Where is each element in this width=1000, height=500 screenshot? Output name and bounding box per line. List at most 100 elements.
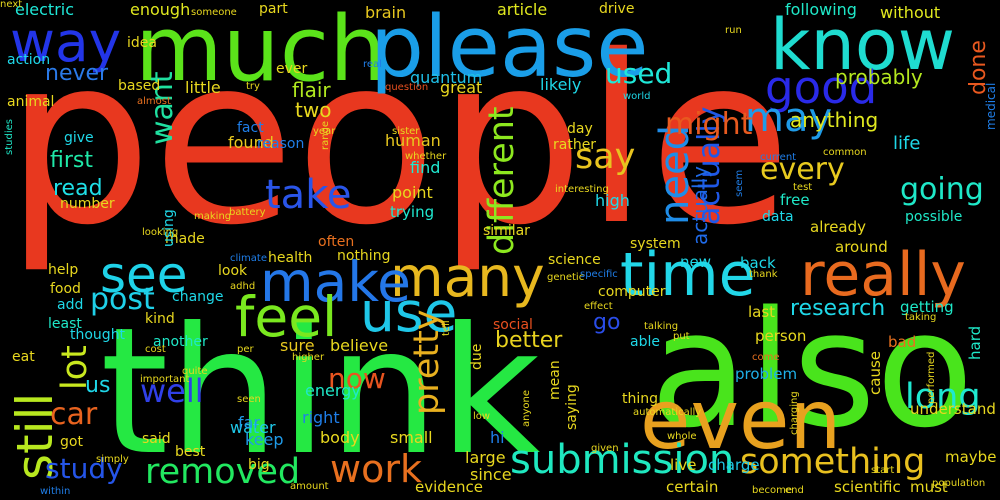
word-social: social (493, 317, 533, 333)
word-brain: brain (365, 3, 407, 22)
word-find: find (410, 158, 441, 177)
word-evidence: evidence (415, 478, 484, 496)
word-thought: thought (70, 327, 126, 343)
word-health: health (268, 250, 313, 266)
word-cost: cost (145, 344, 166, 355)
word-feel: feel (235, 285, 338, 349)
word-saying: saying (564, 384, 580, 430)
word-since: since (470, 465, 512, 484)
word-performed: performed (926, 351, 937, 404)
word-day: day (567, 121, 593, 137)
word-real: real (363, 59, 382, 70)
word-see: see (100, 246, 188, 304)
word-reason: reason (257, 136, 305, 152)
word-mean: mean (547, 360, 563, 400)
word-action: action (7, 52, 51, 68)
word-around: around (835, 238, 888, 256)
word-seem: seem (734, 169, 745, 197)
word-bad: bad (888, 333, 917, 351)
word-made: made (165, 231, 205, 247)
word-problem: problem (735, 365, 798, 383)
word-say: say (575, 137, 636, 177)
word-charge: charge (708, 456, 760, 474)
word-hard: hard (966, 325, 984, 360)
word-last: last (748, 303, 776, 321)
word-possible: possible (905, 209, 963, 225)
word-automatically: automatically (633, 407, 702, 418)
word-similar: similar (483, 223, 530, 239)
word-right: right (302, 408, 340, 427)
word-per: per (237, 344, 254, 355)
word-often: often (318, 234, 355, 250)
word-give: give (64, 130, 94, 146)
word-getting: getting (900, 298, 954, 316)
word-new: new (680, 253, 712, 271)
word-anyone: anyone (521, 390, 532, 427)
word-enough: enough (130, 0, 191, 19)
word-common: common (823, 147, 867, 158)
word-car: car (50, 397, 98, 432)
word-genetic: genetic (547, 272, 585, 283)
word-make: make (260, 250, 412, 314)
word-year: year (313, 126, 336, 137)
word-quite: quite (182, 366, 208, 377)
word-battery: battery (229, 207, 266, 218)
word-energy: energy (305, 381, 361, 400)
word-used: used (605, 57, 673, 90)
word-every: every (760, 152, 845, 187)
word-least: least (48, 316, 82, 332)
word-amount: amount (290, 481, 329, 492)
word-flair: flair (292, 78, 331, 102)
word-likely: likely (540, 75, 582, 94)
word-keep: keep (245, 430, 284, 449)
word-understand: understand (910, 400, 996, 418)
word-got: got (60, 434, 83, 450)
word-actually: actually (688, 166, 712, 245)
word-probably: probably (835, 65, 923, 89)
word-fact: fact (237, 120, 264, 136)
word-research: research (790, 296, 886, 321)
word-submission: submission (510, 437, 735, 483)
word-come: come (752, 352, 780, 363)
word-idea: idea (127, 35, 157, 51)
word-data: data (762, 209, 794, 225)
word-part: part (259, 1, 288, 17)
word-small: small (390, 428, 433, 447)
word-given: given (591, 443, 619, 454)
word-due: due (469, 343, 485, 370)
word-charging: charging (789, 391, 800, 435)
word-within: within (40, 486, 71, 497)
word-eat: eat (12, 349, 35, 365)
word-found: found (228, 133, 274, 152)
word-cause: cause (866, 351, 884, 395)
word-life: life (893, 133, 921, 154)
word-work: work (330, 447, 422, 491)
word-important: important (140, 374, 190, 385)
word-low: low (473, 411, 491, 422)
word-end: end (785, 485, 804, 496)
word-sure: sure (280, 336, 315, 355)
word-studies: studies (4, 119, 15, 155)
word-article: article (497, 0, 548, 19)
word-never: never (45, 61, 109, 86)
word-start: start (871, 465, 895, 476)
word-following: following (785, 0, 857, 19)
word-free: free (780, 191, 810, 209)
word-thing: thing (622, 391, 659, 407)
word-making: making (194, 211, 232, 222)
word-hi: hi (490, 428, 505, 447)
word-without: without (880, 3, 941, 22)
word-best: best (175, 444, 206, 460)
word-going: going (900, 172, 984, 207)
word-scientific: scientific (834, 478, 901, 496)
word-human: human (385, 131, 441, 150)
word-whether: whether (405, 151, 447, 162)
word-certain: certain (666, 478, 719, 496)
word-run: run (725, 25, 742, 36)
word-use: use (360, 280, 458, 344)
word-back: back (740, 254, 776, 272)
word-system: system (630, 236, 681, 252)
word-electric: electric (15, 0, 75, 19)
word-seen: seen (237, 394, 261, 405)
